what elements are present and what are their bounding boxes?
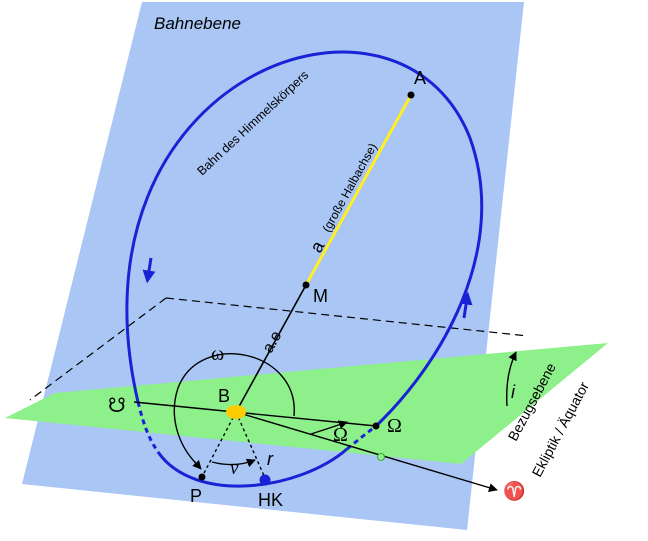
orbit-direction-arrow-left xyxy=(142,257,156,284)
focal-distance-line xyxy=(235,284,307,413)
focus-point xyxy=(226,405,246,419)
argument-of-periapsis-arc-dashed xyxy=(192,459,202,470)
plane-title: Bahnebene xyxy=(154,14,241,33)
radius-to-periapsis xyxy=(201,411,237,478)
radius-to-body xyxy=(235,411,266,479)
orbit-direction-arrow-right xyxy=(459,291,473,319)
semi-major-axis-line xyxy=(304,94,413,286)
center-label: M xyxy=(313,286,328,306)
node-projection-point xyxy=(377,453,385,461)
reference-plane-edge-dashed xyxy=(165,297,529,337)
argument-of-periapsis-arc xyxy=(173,353,295,461)
apoapsis-point xyxy=(407,91,415,99)
reference-plane xyxy=(5,343,608,464)
vernal-equinox-symbol: ♈ xyxy=(503,480,525,501)
periapsis-label: P xyxy=(190,486,202,506)
argument-of-periapsis-label: ω xyxy=(211,343,224,365)
true-anomaly-arc xyxy=(211,458,256,468)
apoapsis-label: A xyxy=(414,68,426,88)
descending-node-symbol: ☋ xyxy=(108,395,126,417)
periapsis-point xyxy=(198,473,206,481)
orbit-upper xyxy=(125,50,484,428)
focus-label: B xyxy=(218,386,230,406)
ascending-node-arc xyxy=(310,420,348,435)
vernal-equinox-direction xyxy=(235,411,498,492)
radius-label: r xyxy=(267,449,274,469)
orbit-lower-dashed-right xyxy=(346,424,377,451)
center-point xyxy=(302,281,310,289)
orbit-lower xyxy=(156,447,348,488)
ascending-node-point xyxy=(372,422,380,430)
true-anomaly-label: ν xyxy=(230,458,239,479)
body-label: HK xyxy=(258,490,283,510)
ascending-node-symbol: Ω xyxy=(387,415,402,437)
ascending-node-angle-label: Ω xyxy=(333,424,348,446)
body-point xyxy=(259,474,271,486)
reference-plane-edge-dashed-left xyxy=(29,297,167,401)
inclination-arc xyxy=(506,351,517,407)
inclination-label: i xyxy=(511,382,516,402)
